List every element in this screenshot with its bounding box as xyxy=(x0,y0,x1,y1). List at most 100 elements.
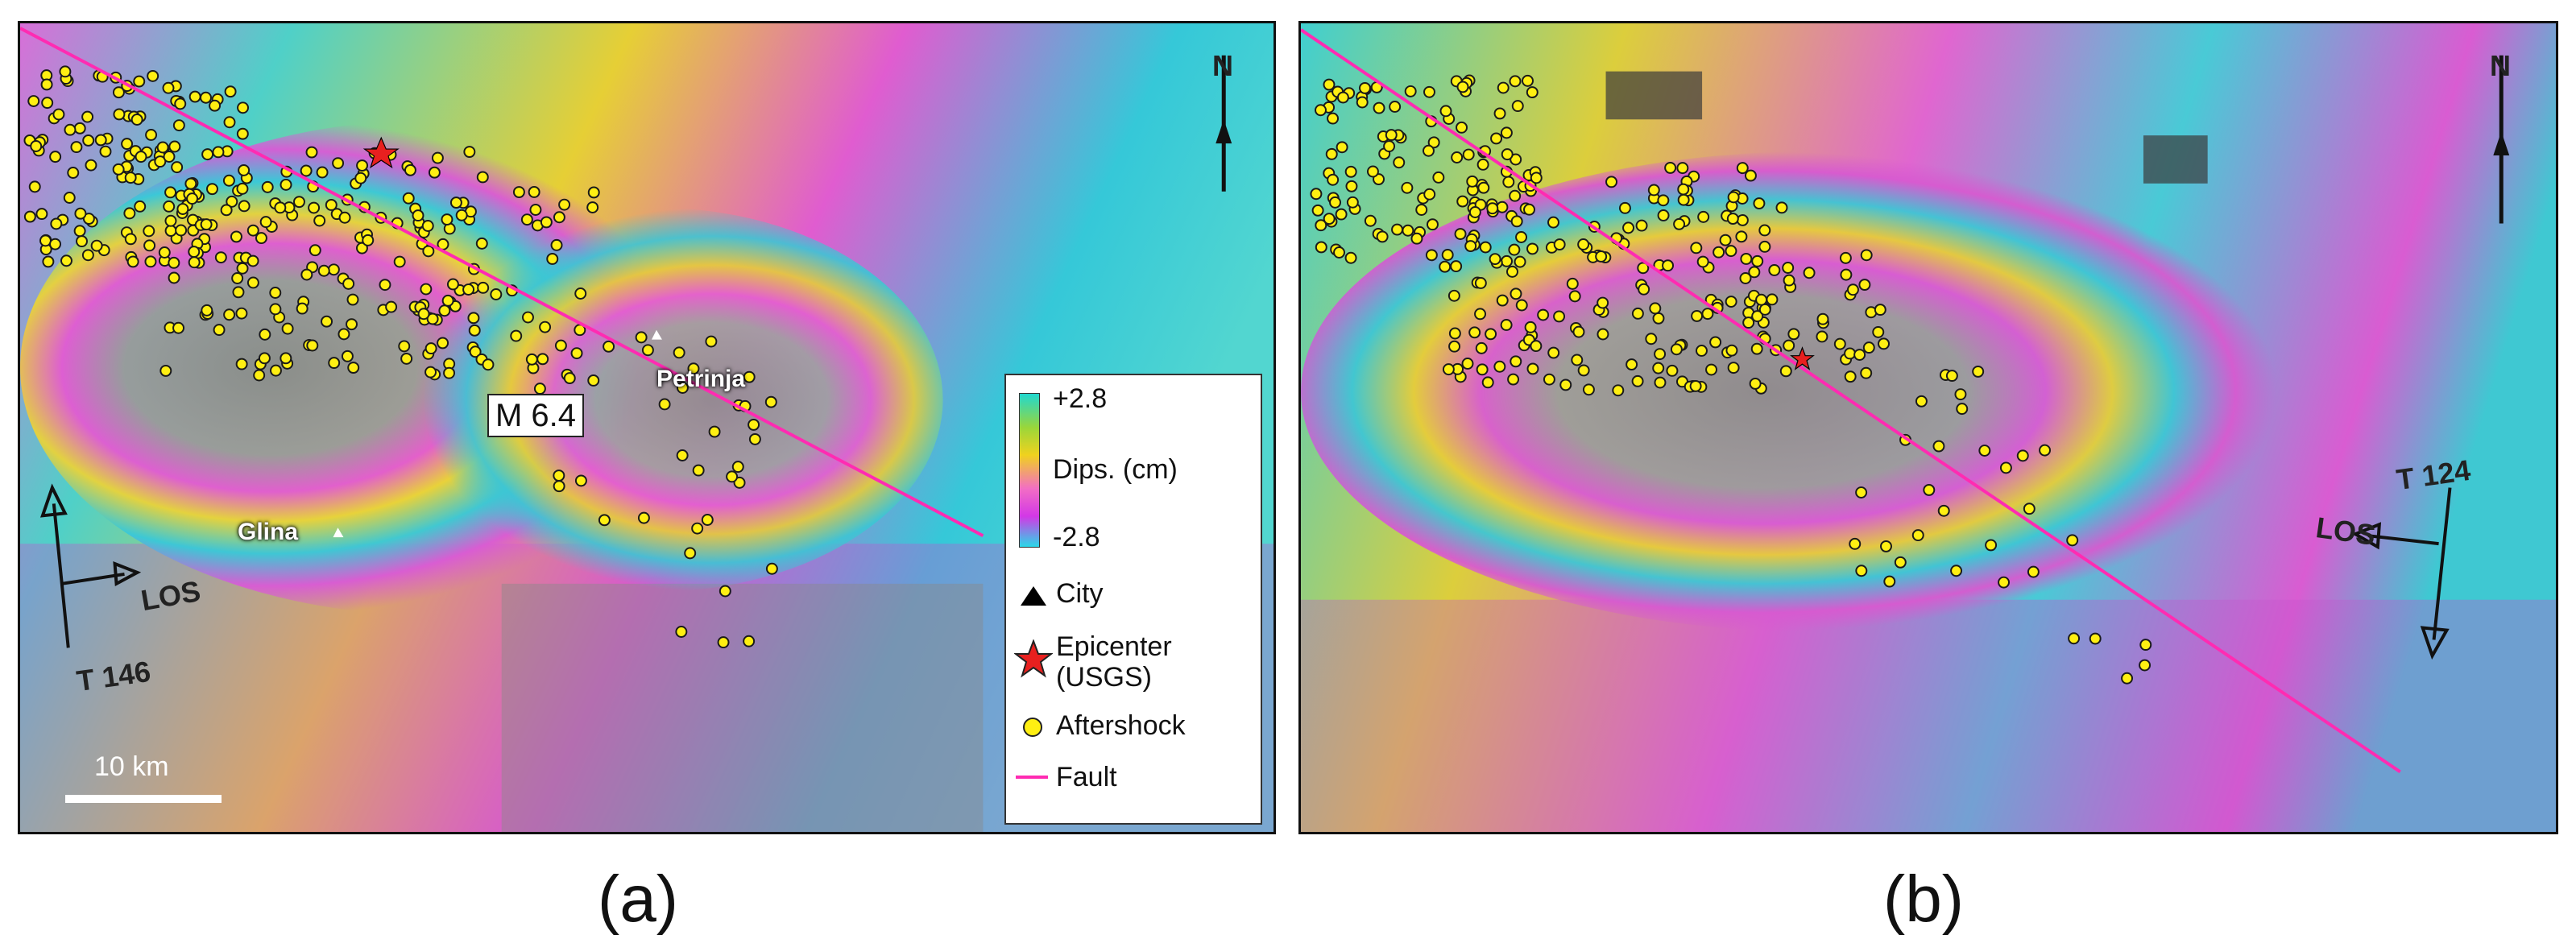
aftershock-marker xyxy=(296,302,309,315)
city-triangle-petrinja xyxy=(651,329,662,340)
aftershock-marker xyxy=(158,246,171,259)
aftershock-marker xyxy=(421,220,434,232)
legend-epicenter-symbol xyxy=(1014,639,1053,678)
aftershock-marker xyxy=(236,127,249,140)
aftershock-marker xyxy=(200,218,213,231)
aftershocks-a xyxy=(23,65,778,649)
aftershock-marker xyxy=(213,324,226,337)
aftershock-marker xyxy=(1415,204,1428,216)
aftershock-marker xyxy=(1496,294,1509,307)
aftershock-marker xyxy=(1853,349,1866,361)
aftershock-marker xyxy=(441,294,454,307)
aftershock-marker xyxy=(188,246,201,259)
aftershock-marker xyxy=(586,201,599,213)
aftershock-marker xyxy=(346,318,358,331)
aftershock-marker xyxy=(1874,304,1886,316)
aftershock-marker xyxy=(1432,171,1445,184)
aftershock-marker xyxy=(1954,388,1967,401)
aftershock-marker xyxy=(246,224,259,237)
aftershock-marker xyxy=(1844,370,1857,383)
aftershock-marker xyxy=(1582,383,1595,396)
aftershock-marker xyxy=(1508,243,1521,256)
aftershock-marker xyxy=(558,198,571,211)
aftershock-marker xyxy=(1466,175,1479,188)
aftershock-marker xyxy=(1566,277,1579,290)
aftershock-marker xyxy=(40,78,53,91)
aftershock-marker xyxy=(1652,362,1665,374)
aftershock-marker xyxy=(1758,224,1771,237)
aftershock-marker xyxy=(164,214,177,227)
aftershock-marker xyxy=(422,245,435,258)
aftershock-marker xyxy=(212,146,225,159)
aftershock-marker xyxy=(1456,121,1468,134)
aftershock-marker xyxy=(1751,254,1764,267)
aftershock-marker xyxy=(159,364,172,377)
aftershock-marker xyxy=(1782,262,1795,274)
aftershock-marker xyxy=(520,213,533,226)
aftershock-marker xyxy=(687,362,700,375)
aftershock-marker xyxy=(1618,201,1631,214)
aftershock-marker xyxy=(259,216,272,229)
aftershock-marker xyxy=(255,232,267,245)
aftershock-marker xyxy=(1833,337,1846,350)
aftershock-marker xyxy=(1735,230,1748,243)
aftershock-marker xyxy=(1530,172,1543,184)
aftershock-marker xyxy=(1509,75,1522,88)
aftershock-marker xyxy=(1855,486,1868,498)
colorbar xyxy=(1019,393,1040,548)
aftershocks-b xyxy=(1310,74,2152,685)
aftershock-marker xyxy=(743,635,756,647)
aftershock-marker xyxy=(308,201,321,214)
aftershock-marker xyxy=(1654,348,1667,361)
aftershock-marker xyxy=(1664,161,1677,174)
aftershock-marker xyxy=(1346,196,1359,209)
aftershock-marker xyxy=(2016,449,2029,462)
aftershock-marker xyxy=(553,470,565,482)
aftershock-marker xyxy=(73,225,86,238)
aftershock-marker xyxy=(1543,373,1555,386)
aftershock-marker xyxy=(1701,308,1714,321)
aftershock-marker xyxy=(701,514,714,526)
aftershock-marker xyxy=(1486,202,1499,215)
aftershock-marker xyxy=(673,346,685,359)
aftershock-marker xyxy=(420,283,433,296)
aftershock-marker xyxy=(1677,183,1690,196)
aftershock-marker xyxy=(1327,112,1340,125)
aftershock-marker xyxy=(327,263,340,276)
aftershock-marker xyxy=(1950,565,1963,577)
colorbar-min-label: -2.8 xyxy=(1053,522,1100,552)
aftershock-marker xyxy=(1860,366,1873,379)
legend-aftershock-label: Aftershock xyxy=(1056,710,1186,741)
aftershock-marker xyxy=(332,157,345,170)
aftershock-marker xyxy=(2068,632,2081,645)
aftershock-marker xyxy=(1493,360,1506,373)
aftershock-marker xyxy=(1725,245,1737,258)
aftershock-marker xyxy=(1559,378,1572,391)
aftershock-marker xyxy=(316,166,329,179)
aftershock-marker xyxy=(1654,376,1667,389)
aftershock-marker xyxy=(168,271,180,284)
aftershock-marker xyxy=(236,262,249,275)
legend-fault-label: Fault xyxy=(1056,762,1117,792)
aftershock-marker xyxy=(1677,193,1690,206)
aftershock-marker xyxy=(1393,156,1406,169)
aftershock-marker xyxy=(164,186,177,199)
aftershock-marker xyxy=(123,207,136,220)
aftershock-marker xyxy=(325,198,338,211)
aftershock-marker xyxy=(546,252,559,265)
aftershock-marker xyxy=(27,95,40,107)
aftershock-marker xyxy=(1978,445,1991,457)
aftershock-marker xyxy=(347,362,360,374)
aftershock-marker xyxy=(1657,209,1670,221)
aftershock-marker xyxy=(67,167,80,179)
aftershock-marker xyxy=(220,204,233,217)
aftershock-marker xyxy=(1385,129,1398,142)
aftershock-marker xyxy=(598,514,611,527)
aftershock-marker xyxy=(1500,126,1513,139)
aftershock-marker xyxy=(124,172,137,184)
aftershock-marker xyxy=(223,308,236,321)
aftershock-marker xyxy=(74,207,87,220)
aftershock-marker xyxy=(30,140,43,152)
aftershock-marker xyxy=(1423,144,1435,157)
aftershock-marker xyxy=(1638,283,1650,296)
